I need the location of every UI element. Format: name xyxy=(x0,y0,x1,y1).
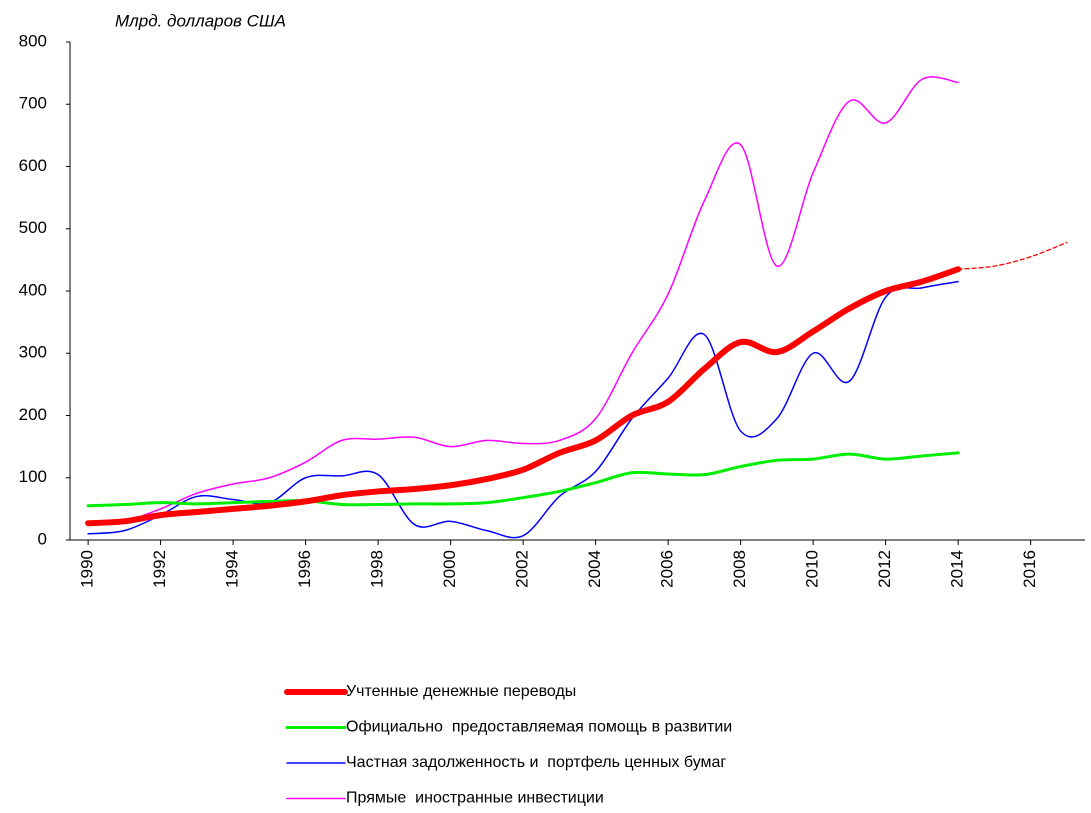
legend-label: Частная задолженность и портфель ценных … xyxy=(346,754,726,771)
y-tick-label: 200 xyxy=(19,405,47,424)
x-tick-label: 2014 xyxy=(948,550,967,588)
series-line xyxy=(87,280,959,539)
y-tick-label: 400 xyxy=(19,280,47,299)
y-tick-label: 700 xyxy=(19,94,47,113)
y-tick-label: 600 xyxy=(19,156,47,175)
x-tick-label: 1998 xyxy=(368,550,387,588)
x-tick-label: 2008 xyxy=(730,550,749,588)
x-tick-label: 1994 xyxy=(223,550,242,588)
y-tick-label: 300 xyxy=(19,343,47,362)
x-tick-label: 1990 xyxy=(78,550,97,588)
x-tick-label: 2004 xyxy=(585,550,604,588)
x-tick-label: 1996 xyxy=(295,550,314,588)
x-tick-label: 2002 xyxy=(513,550,532,588)
x-tick-label: 2010 xyxy=(803,550,822,588)
x-tick-label: 1992 xyxy=(150,550,169,588)
y-tick-label: 0 xyxy=(38,529,47,548)
axis-unit: Млрд. долларов США xyxy=(115,11,286,30)
series-line xyxy=(85,266,962,527)
legend-label: Прямые иностранные инвестиции xyxy=(346,790,604,807)
y-tick-label: 800 xyxy=(19,31,47,50)
x-tick-label: 2016 xyxy=(1020,550,1039,588)
series-line xyxy=(87,76,959,526)
forecast-line xyxy=(957,241,1068,270)
y-tick-label: 100 xyxy=(19,467,47,486)
y-tick-label: 500 xyxy=(19,218,47,237)
series-line xyxy=(86,451,960,508)
legend-label: Учтенные денежные переводы xyxy=(346,683,576,700)
x-tick-label: 2006 xyxy=(658,550,677,588)
legend-label: Официально предоставляемая помощь в разв… xyxy=(346,719,732,736)
x-tick-label: 2000 xyxy=(440,550,459,588)
x-tick-label: 2012 xyxy=(875,550,894,588)
